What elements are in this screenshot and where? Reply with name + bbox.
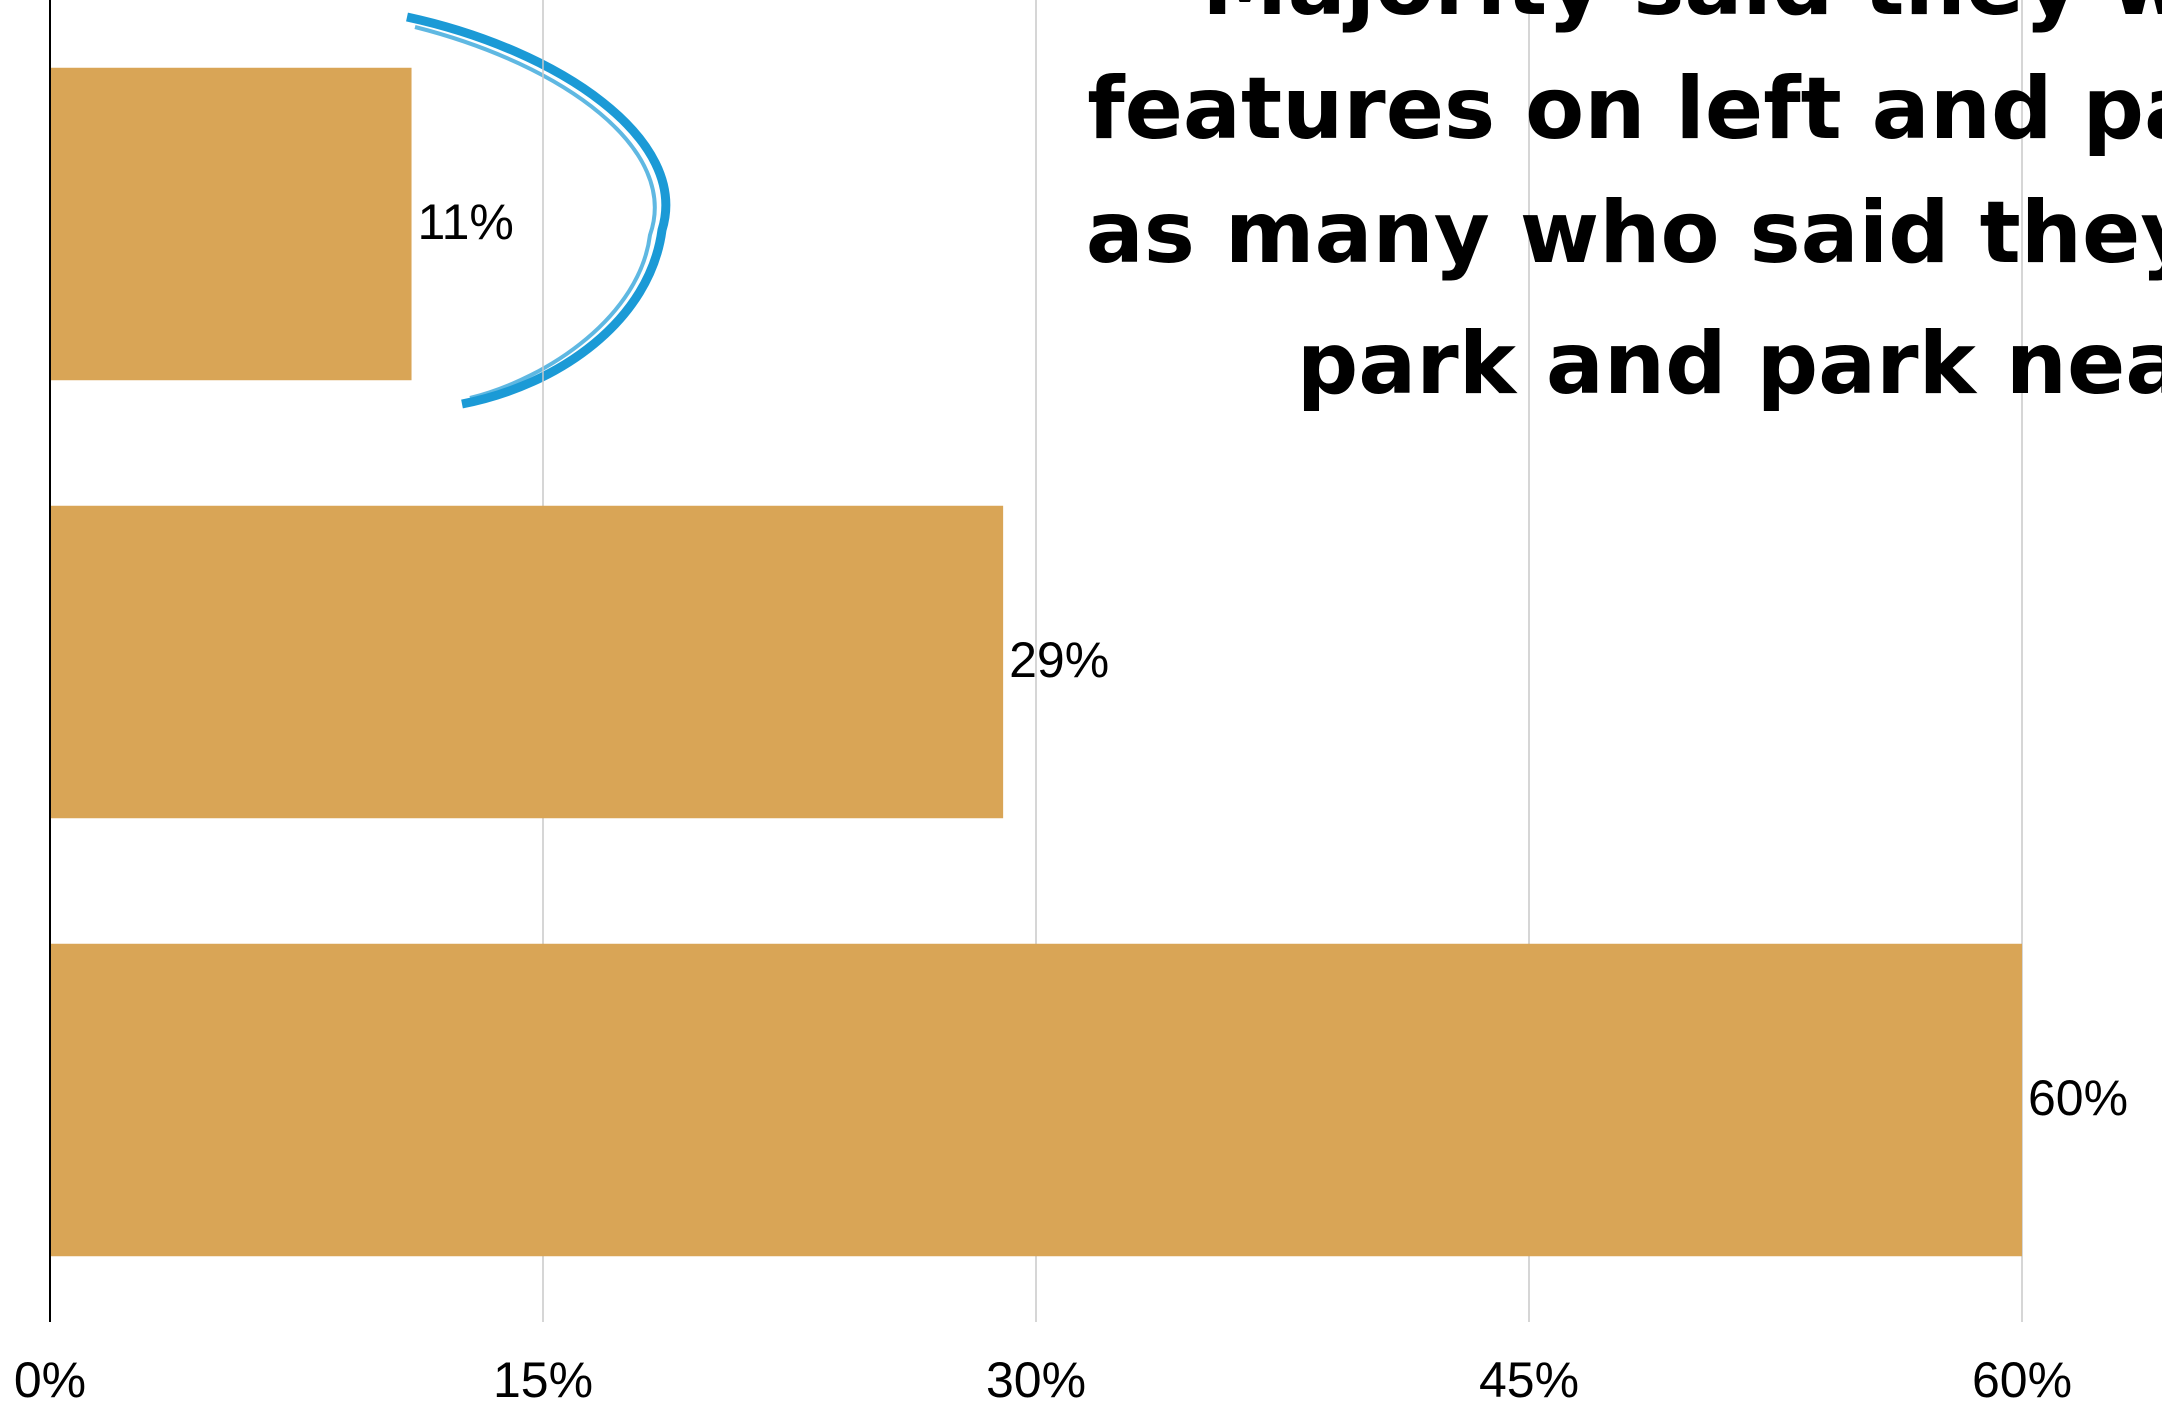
value-label: 60% — [2028, 1070, 2128, 1126]
x-tick-label: 15% — [493, 1352, 593, 1408]
x-tick-label: 0% — [14, 1352, 86, 1408]
annotation: park and park nea — [1297, 314, 2162, 414]
highlight-circle-stroke — [414, 25, 657, 400]
x-tick-label: 30% — [986, 1352, 1086, 1408]
bar — [50, 943, 2022, 1257]
x-tick-label: 60% — [1972, 1352, 2072, 1408]
value-label: 29% — [1009, 632, 1109, 688]
x-tick-label: 45% — [1479, 1352, 1579, 1408]
highlight-circle — [406, 12, 671, 409]
value-label: 11% — [418, 194, 514, 250]
annotation: Majority said they will — [1202, 0, 2162, 35]
annotation: as many who said they will — [1086, 183, 2162, 283]
bar — [50, 67, 412, 381]
annotation: features on left and park n — [1087, 59, 2162, 159]
bar — [50, 505, 1004, 819]
